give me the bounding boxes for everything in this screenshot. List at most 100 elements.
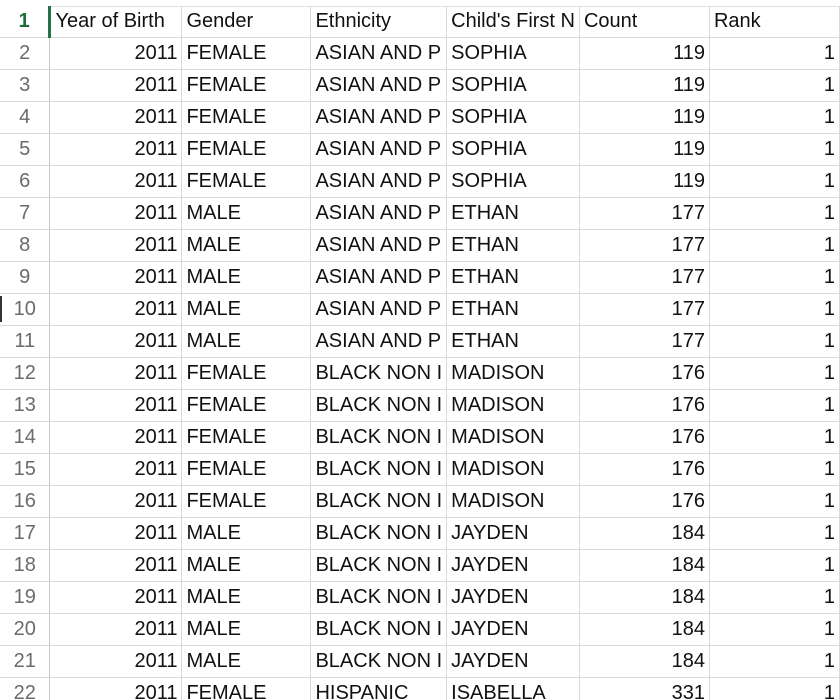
table-cell[interactable]: 184 — [579, 613, 710, 646]
table-cell[interactable]: 177 — [579, 293, 710, 326]
table-cell[interactable]: 2011 — [49, 517, 183, 550]
table-cell[interactable]: FEMALE — [181, 421, 312, 454]
table-cell[interactable]: JAYDEN — [446, 549, 580, 582]
table-cell[interactable]: 1 — [709, 389, 840, 422]
table-cell[interactable]: 2011 — [49, 197, 183, 230]
table-cell[interactable]: 2011 — [49, 357, 183, 390]
row-number[interactable]: 4 — [0, 101, 51, 134]
table-cell[interactable]: ASIAN AND P — [310, 293, 448, 326]
table-cell[interactable]: MALE — [181, 325, 312, 358]
table-cell[interactable]: SOPHIA — [446, 133, 580, 166]
table-cell[interactable]: 119 — [579, 133, 710, 166]
table-cell[interactable]: MADISON — [446, 357, 580, 390]
table-cell[interactable]: BLACK NON I — [310, 421, 448, 454]
table-cell[interactable]: 1 — [709, 581, 840, 614]
table-cell[interactable]: 2011 — [49, 261, 183, 294]
table-cell[interactable]: 1 — [709, 69, 840, 102]
table-cell[interactable]: 1 — [709, 517, 840, 550]
table-cell[interactable]: 331 — [579, 677, 710, 700]
row-number[interactable]: 12 — [0, 357, 51, 390]
table-cell[interactable]: 1 — [709, 485, 840, 518]
table-cell[interactable]: FEMALE — [181, 389, 312, 422]
table-cell[interactable]: 1 — [709, 101, 840, 134]
table-cell[interactable]: ASIAN AND P — [310, 229, 448, 262]
table-cell[interactable]: MADISON — [446, 389, 580, 422]
table-cell[interactable]: BLACK NON I — [310, 517, 448, 550]
table-cell[interactable]: ASIAN AND P — [310, 325, 448, 358]
table-cell[interactable]: ASIAN AND P — [310, 261, 448, 294]
table-cell[interactable]: 176 — [579, 357, 710, 390]
table-cell[interactable]: 184 — [579, 517, 710, 550]
row-number[interactable]: 7 — [0, 197, 51, 230]
table-cell[interactable]: 177 — [579, 197, 710, 230]
row-number[interactable]: 18 — [0, 549, 51, 582]
table-cell[interactable]: 2011 — [49, 293, 183, 326]
table-cell[interactable]: 176 — [579, 453, 710, 486]
header-cell[interactable]: Gender — [181, 6, 312, 38]
table-cell[interactable]: BLACK NON I — [310, 453, 448, 486]
table-cell[interactable]: 2011 — [49, 389, 183, 422]
row-number[interactable]: 6 — [0, 165, 51, 198]
table-cell[interactable]: HISPANIC — [310, 677, 448, 700]
header-cell[interactable]: Year of Birth — [49, 6, 183, 38]
table-cell[interactable]: BLACK NON I — [310, 389, 448, 422]
header-cell[interactable]: Child's First N — [446, 6, 580, 38]
table-cell[interactable]: 176 — [579, 485, 710, 518]
row-number[interactable]: 3 — [0, 69, 51, 102]
table-cell[interactable]: ETHAN — [446, 325, 580, 358]
table-cell[interactable]: FEMALE — [181, 677, 312, 700]
table-cell[interactable]: 1 — [709, 165, 840, 198]
table-cell[interactable]: ETHAN — [446, 229, 580, 262]
table-cell[interactable]: 1 — [709, 261, 840, 294]
table-cell[interactable]: MADISON — [446, 485, 580, 518]
table-cell[interactable]: FEMALE — [181, 133, 312, 166]
table-cell[interactable]: 1 — [709, 549, 840, 582]
table-cell[interactable]: SOPHIA — [446, 69, 580, 102]
row-number[interactable]: 22 — [0, 677, 51, 700]
table-cell[interactable]: 119 — [579, 101, 710, 134]
table-cell[interactable]: BLACK NON I — [310, 613, 448, 646]
table-cell[interactable]: 1 — [709, 293, 840, 326]
table-cell[interactable]: BLACK NON I — [310, 485, 448, 518]
table-cell[interactable]: 1 — [709, 421, 840, 454]
table-cell[interactable]: JAYDEN — [446, 517, 580, 550]
header-cell[interactable]: Rank — [709, 6, 840, 38]
row-number[interactable]: 15 — [0, 453, 51, 486]
table-cell[interactable]: 177 — [579, 325, 710, 358]
table-cell[interactable]: BLACK NON I — [310, 357, 448, 390]
table-cell[interactable]: 1 — [709, 645, 840, 678]
table-cell[interactable]: JAYDEN — [446, 613, 580, 646]
table-cell[interactable]: ETHAN — [446, 197, 580, 230]
table-cell[interactable]: 177 — [579, 229, 710, 262]
table-cell[interactable]: JAYDEN — [446, 645, 580, 678]
header-cell[interactable]: Ethnicity — [310, 6, 448, 38]
table-cell[interactable]: MALE — [181, 293, 312, 326]
row-number[interactable]: 2 — [0, 37, 51, 70]
row-number[interactable]: 16 — [0, 485, 51, 518]
table-cell[interactable]: 1 — [709, 357, 840, 390]
table-cell[interactable]: 1 — [709, 677, 840, 700]
table-cell[interactable]: 119 — [579, 37, 710, 70]
table-cell[interactable]: FEMALE — [181, 453, 312, 486]
row-number[interactable]: 14 — [0, 421, 51, 454]
table-cell[interactable]: ASIAN AND P — [310, 37, 448, 70]
table-cell[interactable]: BLACK NON I — [310, 645, 448, 678]
table-cell[interactable]: 184 — [579, 581, 710, 614]
table-cell[interactable]: MALE — [181, 645, 312, 678]
table-cell[interactable]: FEMALE — [181, 37, 312, 70]
row-number[interactable]: 17 — [0, 517, 51, 550]
table-cell[interactable]: 2011 — [49, 101, 183, 134]
table-cell[interactable]: 2011 — [49, 613, 183, 646]
table-cell[interactable]: 2011 — [49, 581, 183, 614]
table-cell[interactable]: 2011 — [49, 69, 183, 102]
table-cell[interactable]: 2011 — [49, 645, 183, 678]
table-cell[interactable]: 2011 — [49, 229, 183, 262]
table-cell[interactable]: SOPHIA — [446, 101, 580, 134]
table-cell[interactable]: 1 — [709, 325, 840, 358]
table-cell[interactable]: BLACK NON I — [310, 581, 448, 614]
table-cell[interactable]: 2011 — [49, 549, 183, 582]
table-cell[interactable]: FEMALE — [181, 101, 312, 134]
table-cell[interactable]: MALE — [181, 229, 312, 262]
table-cell[interactable]: 2011 — [49, 37, 183, 70]
table-cell[interactable]: ASIAN AND P — [310, 197, 448, 230]
